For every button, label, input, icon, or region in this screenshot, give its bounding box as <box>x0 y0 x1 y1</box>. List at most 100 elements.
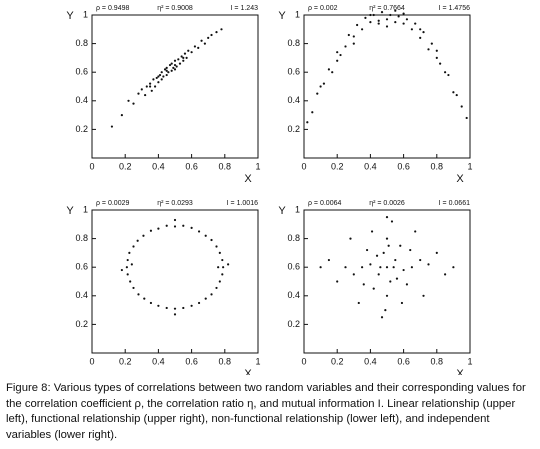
point <box>385 18 389 21</box>
point <box>193 45 197 48</box>
point <box>173 313 177 316</box>
point <box>163 68 167 71</box>
point <box>137 293 140 296</box>
point <box>389 280 392 283</box>
point <box>419 36 422 39</box>
point <box>405 283 409 286</box>
point <box>218 251 221 254</box>
point <box>197 230 201 233</box>
annotation: ρ = 0.0029 <box>96 200 129 207</box>
point <box>157 227 160 230</box>
x-tick-label: 0.6 <box>185 161 198 171</box>
point <box>125 266 128 269</box>
point <box>204 234 207 237</box>
point <box>347 33 350 37</box>
x-tick-label: 0.6 <box>397 356 410 366</box>
point <box>187 49 190 52</box>
point <box>157 304 160 307</box>
point <box>149 85 152 88</box>
x-tick-label: 0.4 <box>364 356 377 366</box>
point <box>311 111 314 114</box>
point <box>150 89 153 92</box>
point <box>210 33 213 37</box>
point <box>439 62 442 65</box>
point <box>204 297 207 300</box>
point <box>339 53 342 57</box>
x-tick-label: 0.8 <box>431 356 444 366</box>
point <box>140 88 143 91</box>
point <box>357 301 360 305</box>
point <box>220 28 223 31</box>
x-tick-label: 1 <box>467 161 472 171</box>
x-tick-label: 0.8 <box>219 161 232 171</box>
point <box>385 25 389 28</box>
point <box>144 93 147 97</box>
point <box>430 42 433 45</box>
point <box>390 220 394 223</box>
y-tick-label: 1 <box>295 9 300 19</box>
point <box>364 16 367 19</box>
plot-frame <box>303 209 471 354</box>
point <box>210 238 213 242</box>
point <box>397 15 400 18</box>
y-tick-label: 1 <box>83 204 88 214</box>
point <box>375 254 379 257</box>
point <box>372 13 375 17</box>
x-tick-label: 0 <box>89 161 94 171</box>
point <box>361 28 364 31</box>
point <box>400 301 404 305</box>
point <box>157 81 160 84</box>
point <box>173 59 177 62</box>
point <box>157 75 160 78</box>
point <box>369 13 372 17</box>
point <box>170 69 173 72</box>
point <box>207 36 210 39</box>
point <box>435 251 438 254</box>
annotation: η² = 0.0293 <box>157 200 193 207</box>
x-tick-label: 1 <box>255 161 260 171</box>
point <box>182 306 185 310</box>
point <box>127 99 130 102</box>
point <box>435 49 438 52</box>
point <box>435 56 438 60</box>
point <box>132 286 135 290</box>
point <box>126 258 129 262</box>
point <box>410 266 413 269</box>
point <box>389 13 392 17</box>
annotation: ρ = 0.002 <box>308 5 338 12</box>
y-tick-label: 0.6 <box>287 262 300 272</box>
point <box>182 56 185 60</box>
annotation: I = 0.0661 <box>439 200 470 207</box>
point <box>405 18 409 21</box>
x-tick-label: 0.4 <box>364 161 377 171</box>
point <box>173 225 177 228</box>
point <box>362 283 365 286</box>
x-tick-label: 0 <box>89 356 94 366</box>
point <box>120 114 123 117</box>
point <box>165 73 168 77</box>
point <box>162 75 165 78</box>
point <box>352 42 355 45</box>
point <box>180 55 183 58</box>
x-axis-label: X <box>456 368 464 375</box>
annotation: I = 1.0016 <box>227 200 258 207</box>
point <box>190 304 193 307</box>
point <box>395 277 399 280</box>
point <box>137 92 140 95</box>
y-axis-label: Y <box>278 205 286 217</box>
y-axis-label: Y <box>278 10 286 22</box>
point <box>175 65 178 68</box>
annotation: ρ = 0.9498 <box>96 5 129 12</box>
point <box>128 251 131 254</box>
point <box>170 62 173 65</box>
point <box>365 248 369 252</box>
x-tick-label: 0.4 <box>152 356 165 366</box>
x-tick-label: 0 <box>301 356 306 366</box>
point <box>327 258 330 262</box>
point <box>361 266 364 269</box>
point <box>200 39 203 42</box>
y-tick-label: 1 <box>83 9 88 19</box>
annotation: I = 1.4756 <box>439 5 470 12</box>
